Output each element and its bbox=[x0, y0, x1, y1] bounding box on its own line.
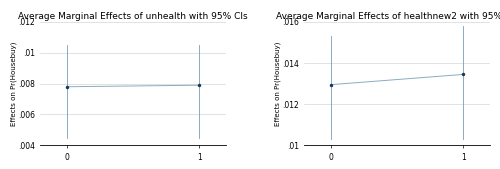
Y-axis label: Effects on Pr(Housebuy): Effects on Pr(Housebuy) bbox=[10, 41, 17, 126]
Title: Average Marginal Effects of healthnew2 with 95% CIs: Average Marginal Effects of healthnew2 w… bbox=[276, 12, 500, 21]
Y-axis label: Effects on Pr(Housebuy): Effects on Pr(Housebuy) bbox=[274, 41, 281, 126]
Title: Average Marginal Effects of unhealth with 95% CIs: Average Marginal Effects of unhealth wit… bbox=[18, 12, 248, 21]
